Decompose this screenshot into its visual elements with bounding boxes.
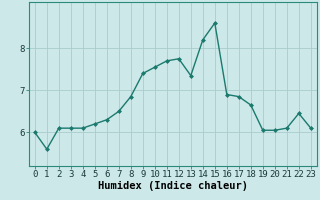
X-axis label: Humidex (Indice chaleur): Humidex (Indice chaleur)	[98, 181, 248, 191]
